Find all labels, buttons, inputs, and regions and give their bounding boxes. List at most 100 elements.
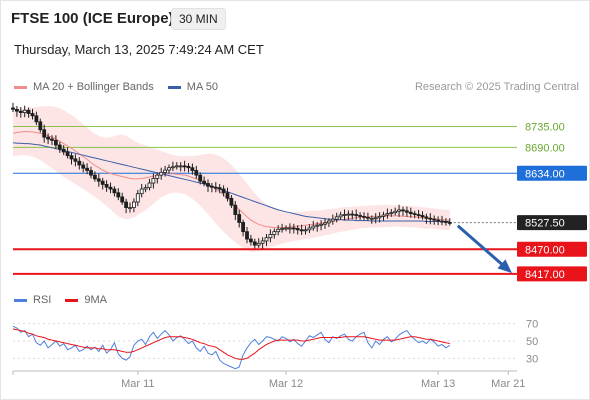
- candle-down: [100, 180, 105, 185]
- candle-down: [365, 216, 370, 219]
- timestamp: Thursday, March 13, 2025 7:49:24 AM CET: [14, 42, 264, 57]
- candle-down: [420, 215, 425, 218]
- forecast-arrow: [456, 224, 510, 272]
- ma50-line: [12, 142, 450, 222]
- candle-up: [128, 207, 132, 209]
- candle-down: [61, 148, 66, 153]
- level-tag-support: [517, 241, 587, 257]
- candle-down: [124, 201, 128, 208]
- candle-down: [77, 160, 82, 166]
- candle-down: [50, 138, 54, 141]
- candle-down: [217, 187, 222, 190]
- instrument-title: FTSE 100 (ICE Europe): [11, 10, 174, 27]
- timeframe-badge[interactable]: 30 MIN: [171, 8, 226, 30]
- ma50-swatch: [167, 85, 181, 89]
- x-tick-label: Mar 11: [121, 378, 154, 390]
- candle-down: [108, 186, 113, 190]
- candle-down: [209, 185, 214, 188]
- candle-down: [237, 214, 242, 223]
- candle-up: [311, 225, 316, 229]
- candle-down: [38, 121, 43, 131]
- bollinger-swatch: [14, 85, 27, 89]
- candle-down: [93, 174, 97, 180]
- candle-down: [213, 186, 218, 189]
- candle-down: [65, 151, 70, 157]
- candle-down: [34, 115, 39, 123]
- candle-down: [428, 217, 433, 220]
- candle-down: [221, 188, 226, 194]
- candle-down: [202, 180, 207, 184]
- rsi-line: [12, 325, 451, 370]
- candle-down: [291, 227, 296, 230]
- candle-down: [412, 213, 417, 216]
- candle-down: [182, 165, 187, 168]
- candle-up: [334, 216, 339, 220]
- legend-item-9ma: 9MA: [65, 294, 107, 306]
- candle-down: [362, 215, 366, 218]
- level-tag-resistance: [517, 165, 587, 181]
- candle-up: [143, 187, 148, 190]
- candle-down: [30, 113, 35, 117]
- candle-down: [190, 167, 195, 171]
- candle-down: [416, 214, 421, 216]
- candle-down: [46, 136, 50, 140]
- candle-up: [163, 169, 168, 173]
- candle-down: [198, 174, 203, 182]
- candle-up: [256, 242, 261, 246]
- candle-down: [252, 241, 257, 246]
- candle-down: [299, 229, 304, 232]
- candle-down: [354, 214, 359, 216]
- rsi-tick-label: 30: [526, 353, 538, 365]
- ma9-swatch: [65, 298, 79, 302]
- candle-up: [385, 213, 390, 216]
- candle-down: [245, 231, 249, 240]
- candle-down: [186, 165, 191, 169]
- candle-down: [104, 184, 109, 188]
- candle-down: [358, 215, 363, 217]
- candle-down: [350, 213, 355, 216]
- candle-down: [85, 167, 89, 171]
- level-label: 8417.00: [525, 269, 565, 281]
- rsi-swatch: [14, 298, 27, 302]
- level-tag-support: [517, 266, 587, 282]
- candle-up: [147, 182, 152, 189]
- rsi-tick-label: 70: [526, 319, 538, 331]
- candle-down: [225, 192, 230, 199]
- candle-down: [241, 222, 246, 233]
- candle-down: [229, 197, 234, 206]
- legend-item-ma50: MA 50: [167, 81, 218, 93]
- candle-up: [381, 214, 386, 217]
- legend-label-rsi: RSI: [33, 294, 52, 306]
- candle-up: [377, 215, 382, 219]
- candle-up: [307, 227, 312, 231]
- candle-down: [69, 155, 74, 160]
- candle-up: [276, 228, 281, 233]
- candle-up: [330, 218, 335, 222]
- candle-down: [295, 228, 300, 231]
- candle-up: [280, 228, 285, 230]
- candle-down: [73, 158, 78, 162]
- candle-up: [139, 188, 144, 195]
- candle-up: [303, 229, 308, 232]
- candle-down: [18, 110, 23, 113]
- level-label: 8735.00: [525, 121, 565, 133]
- level-label: 8690.00: [525, 142, 565, 154]
- candle-down: [57, 144, 62, 150]
- candle-down: [81, 164, 86, 169]
- candles-group: [11, 102, 452, 249]
- candle-up: [174, 165, 179, 168]
- level-label: 8527.50: [525, 218, 565, 230]
- candle-up: [397, 209, 402, 212]
- credit-text: Research © 2025 Trading Central: [414, 81, 579, 93]
- candle-up: [326, 220, 331, 224]
- candle-up: [346, 213, 351, 216]
- candle-down: [206, 183, 210, 187]
- candle-up: [284, 227, 288, 230]
- candle-down: [54, 139, 58, 146]
- forecast-arrow-head: [497, 259, 513, 274]
- candle-down: [443, 221, 448, 223]
- candle-up: [22, 109, 27, 113]
- candle-up: [135, 193, 140, 203]
